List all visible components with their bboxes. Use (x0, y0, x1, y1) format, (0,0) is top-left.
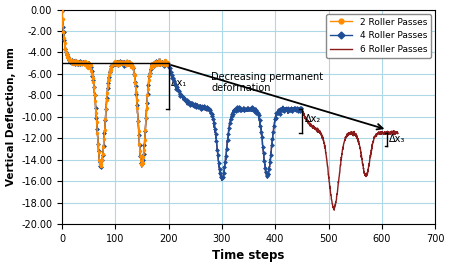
Text: Δx₁: Δx₁ (171, 78, 188, 88)
Y-axis label: Vertical Deflection, mm: Vertical Deflection, mm (5, 47, 16, 186)
X-axis label: Time steps: Time steps (212, 250, 285, 262)
Text: Decreasing permanent
deformation: Decreasing permanent deformation (211, 72, 324, 93)
Text: Δx₃: Δx₃ (389, 134, 405, 144)
Text: Δx₂: Δx₂ (305, 114, 321, 124)
Legend: 2 Roller Passes, 4 Roller Passes, 6 Roller Passes: 2 Roller Passes, 4 Roller Passes, 6 Roll… (326, 14, 431, 58)
